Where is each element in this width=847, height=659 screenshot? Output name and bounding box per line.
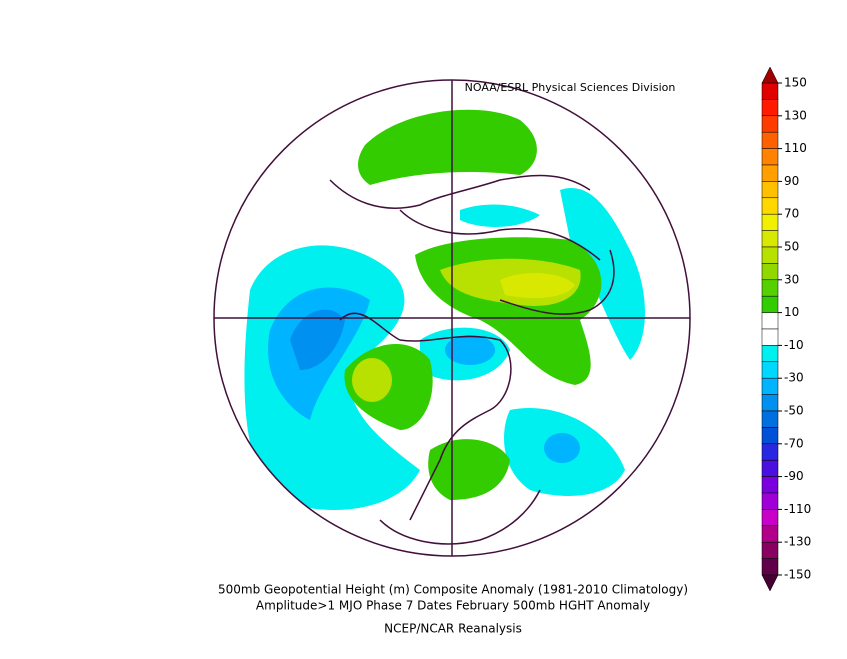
colorbar-box: [761, 99, 779, 117]
colorbar-box: [761, 82, 779, 100]
colorbar: 150 130 110 90 70 50 30 10 -10 -30 -50 -70 -90 -110 -1…: [761, 66, 811, 592]
colorbar-box: [761, 279, 779, 297]
caption: NCEP/NCAR Reanalysis: [384, 622, 522, 636]
colorbar-box: [761, 295, 779, 313]
colorbar-box: [761, 541, 779, 559]
positive-anomaly: [358, 109, 537, 185]
colorbar-box: [761, 525, 779, 543]
colorbar-box: [761, 115, 779, 133]
colorbar-label: 70: [784, 207, 799, 221]
colorbar-label: -110: [784, 502, 811, 516]
positive-anomaly: [500, 273, 575, 298]
source: NOAA/ESRL Physical Sciences Division: [465, 81, 676, 94]
colorbar-box: [761, 558, 779, 576]
colorbar-box: [761, 459, 779, 477]
colorbar-box: [761, 377, 779, 395]
colorbar-top: [761, 66, 779, 84]
negative-anomaly: [290, 309, 345, 370]
colorbar-box: [761, 394, 779, 412]
negative-anomaly: [560, 188, 645, 360]
colorbar-box: [761, 213, 779, 231]
colorbar-box: [761, 197, 779, 215]
colorbar-label: -30: [784, 371, 804, 385]
colorbar-label: 150: [784, 76, 807, 90]
colorbar-label: 110: [784, 141, 807, 155]
colorbar-box: [761, 230, 779, 248]
caption: 500mb Geopotential Height (m) Composite …: [218, 583, 688, 597]
colorbar-label: -10: [784, 338, 804, 352]
colorbar-box: [761, 181, 779, 199]
colorbar-label: 10: [784, 305, 799, 319]
colorbar-box: [761, 476, 779, 494]
caption: Amplitude>1 MJO Phase 7 Dates February 5…: [256, 599, 650, 613]
colorbar-label: 90: [784, 174, 799, 188]
negative-anomaly: [544, 433, 580, 463]
colorbar-box: [761, 131, 779, 149]
colorbar-box: [761, 345, 779, 363]
positive-anomaly: [352, 358, 392, 402]
colorbar-label: -70: [784, 436, 804, 450]
colorbar-box: [761, 492, 779, 510]
colorbar-label: 130: [784, 108, 807, 122]
colorbar-box: [761, 148, 779, 166]
positive-anomaly: [428, 439, 510, 500]
colorbar-label: -90: [784, 469, 804, 483]
colorbar-box: [761, 164, 779, 182]
negative-anomaly: [460, 204, 540, 227]
colorbar-label: 50: [784, 240, 799, 254]
colorbar-box: [761, 427, 779, 445]
negative-anomaly: [445, 335, 495, 365]
colorbar-label: -130: [784, 535, 811, 549]
colorbar-box: [761, 410, 779, 428]
colorbar-box: [761, 361, 779, 379]
colorbar-box: [761, 246, 779, 264]
map: [214, 80, 690, 556]
colorbar-label: -150: [784, 568, 811, 582]
colorbar-box: [761, 263, 779, 281]
colorbar-box: [761, 328, 779, 346]
colorbar-label: -50: [784, 404, 804, 418]
colorbar-box: [761, 443, 779, 461]
colorbar-bottom: [761, 574, 779, 592]
colorbar-box: [761, 509, 779, 527]
colorbar-label: 30: [784, 272, 799, 286]
colorbar-box: [761, 312, 779, 330]
